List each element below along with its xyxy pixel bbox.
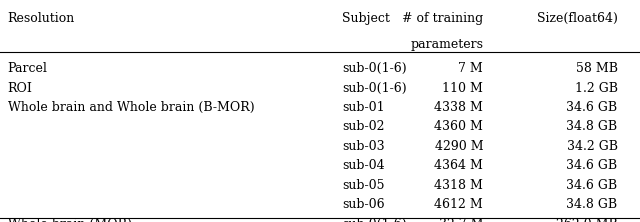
Text: 110 M: 110 M (442, 82, 483, 95)
Text: 58 MB: 58 MB (575, 62, 618, 75)
Text: 4338 M: 4338 M (435, 101, 483, 114)
Text: 34.8 GB: 34.8 GB (566, 198, 618, 211)
Text: Subject: Subject (342, 12, 390, 25)
Text: sub-01: sub-01 (342, 101, 385, 114)
Text: sub-06: sub-06 (342, 198, 385, 211)
Text: 34.6 GB: 34.6 GB (566, 101, 618, 114)
Text: 4318 M: 4318 M (435, 179, 483, 192)
Text: sub-0(1-6): sub-0(1-6) (342, 218, 407, 222)
Text: 262.0 MB: 262.0 MB (556, 218, 618, 222)
Text: Whole brain (MOR): Whole brain (MOR) (8, 218, 132, 222)
Text: Size(float64): Size(float64) (537, 12, 618, 25)
Text: sub-0(1-6): sub-0(1-6) (342, 82, 407, 95)
Text: 7 M: 7 M (458, 62, 483, 75)
Text: sub-05: sub-05 (342, 179, 385, 192)
Text: 4360 M: 4360 M (435, 121, 483, 133)
Text: 1.2 GB: 1.2 GB (575, 82, 618, 95)
Text: 34.2 GB: 34.2 GB (566, 140, 618, 153)
Text: sub-02: sub-02 (342, 121, 385, 133)
Text: 4290 M: 4290 M (435, 140, 483, 153)
Text: 34.6 GB: 34.6 GB (566, 179, 618, 192)
Text: sub-0(1-6): sub-0(1-6) (342, 62, 407, 75)
Text: sub-04: sub-04 (342, 159, 385, 172)
Text: Resolution: Resolution (8, 12, 75, 25)
Text: 4612 M: 4612 M (435, 198, 483, 211)
Text: 4364 M: 4364 M (435, 159, 483, 172)
Text: Whole brain and Whole brain (B-MOR): Whole brain and Whole brain (B-MOR) (8, 101, 254, 114)
Text: 32.7 M: 32.7 M (438, 218, 483, 222)
Text: parameters: parameters (410, 38, 483, 51)
Text: Parcel: Parcel (8, 62, 47, 75)
Text: sub-03: sub-03 (342, 140, 385, 153)
Text: ROI: ROI (8, 82, 33, 95)
Text: 34.8 GB: 34.8 GB (566, 121, 618, 133)
Text: 34.6 GB: 34.6 GB (566, 159, 618, 172)
Text: # of training: # of training (402, 12, 483, 25)
